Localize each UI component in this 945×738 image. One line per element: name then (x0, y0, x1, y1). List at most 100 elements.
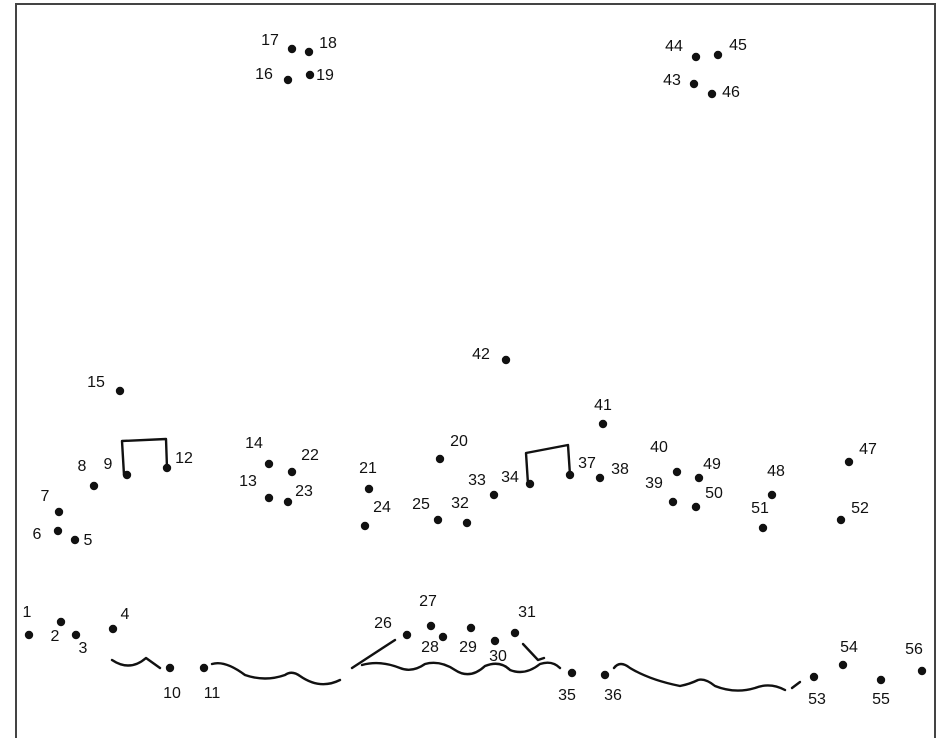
dot (691, 52, 701, 62)
dot-label: 25 (412, 496, 430, 513)
dot-label: 31 (518, 604, 536, 621)
dot-label: 2 (51, 628, 60, 645)
dot-label: 49 (703, 456, 721, 473)
dot-label: 43 (663, 72, 681, 89)
dot (838, 660, 848, 670)
dot-label: 21 (359, 460, 377, 477)
dot (360, 521, 370, 531)
dot (565, 470, 575, 480)
drawn-lines (110, 437, 802, 692)
dot-label: 4 (121, 606, 130, 623)
dot-label: 34 (501, 469, 519, 486)
dot (767, 490, 777, 500)
dot (56, 617, 66, 627)
dot (694, 473, 704, 483)
dot-label: 27 (419, 593, 437, 610)
squiggle (360, 661, 562, 676)
dot (600, 670, 610, 680)
dot (305, 70, 315, 80)
bracket-right (524, 443, 572, 486)
dot-label: 35 (558, 687, 576, 704)
dot-label: 33 (468, 472, 486, 489)
squiggle (210, 661, 342, 686)
squiggle (521, 642, 546, 662)
squiggle (110, 656, 162, 670)
dot (264, 459, 274, 469)
dot (304, 47, 314, 57)
dot-label: 54 (840, 639, 858, 656)
dot-label: 16 (255, 66, 273, 83)
bracket-left (120, 437, 169, 477)
dot (758, 523, 768, 533)
dot-label: 41 (594, 397, 612, 414)
dot (165, 663, 175, 673)
dot (689, 79, 699, 89)
dot-label: 44 (665, 38, 683, 55)
dot (713, 50, 723, 60)
dot-label: 30 (489, 648, 507, 665)
dot-label: 5 (84, 532, 93, 549)
dot-label: 32 (451, 495, 469, 512)
dot-label: 28 (421, 639, 439, 656)
dot (489, 490, 499, 500)
dot-label: 42 (472, 346, 490, 363)
dot (283, 75, 293, 85)
dot-label: 19 (316, 67, 334, 84)
dot (283, 497, 293, 507)
dot (462, 518, 472, 528)
dot (668, 497, 678, 507)
dot (264, 493, 274, 503)
dot (707, 89, 717, 99)
dot (501, 355, 511, 365)
dot (435, 454, 445, 464)
dot (438, 632, 448, 642)
dot-label: 24 (373, 499, 391, 516)
dot (672, 467, 682, 477)
dot (691, 502, 701, 512)
dot-label: 9 (104, 456, 113, 473)
dot-label: 17 (261, 32, 279, 49)
dot (122, 470, 132, 480)
dot (54, 507, 64, 517)
dot (876, 675, 886, 685)
dot-label: 23 (295, 483, 313, 500)
dot (115, 386, 125, 396)
dot (199, 663, 209, 673)
dot-label: 29 (459, 639, 477, 656)
dot-label: 50 (705, 485, 723, 502)
dot-label: 15 (87, 374, 105, 391)
dot-label: 11 (204, 685, 221, 702)
dot-label: 36 (604, 687, 622, 704)
dot (426, 621, 436, 631)
dot (525, 479, 535, 489)
dot (71, 630, 81, 640)
dot (364, 484, 374, 494)
frame (15, 3, 936, 738)
dot-label: 38 (611, 461, 629, 478)
dot-label: 14 (245, 435, 263, 452)
dot (53, 526, 63, 536)
dot-label: 37 (578, 455, 596, 472)
dot-label: 1 (23, 604, 32, 621)
dot-label: 51 (751, 500, 769, 517)
dot-label: 55 (872, 691, 890, 708)
dot-label: 7 (41, 488, 50, 505)
dot (89, 481, 99, 491)
dot-label: 6 (33, 526, 42, 543)
dot-label: 10 (163, 685, 181, 702)
squiggle (350, 638, 397, 670)
dot-label: 45 (729, 37, 747, 54)
dot (162, 463, 172, 473)
dot (510, 628, 520, 638)
dot (917, 666, 927, 676)
dot (24, 630, 34, 640)
dot-label: 48 (767, 463, 785, 480)
dot (287, 467, 297, 477)
dot-label: 46 (722, 84, 740, 101)
dot-label: 53 (808, 691, 826, 708)
dot-label: 39 (645, 475, 663, 492)
dot (466, 623, 476, 633)
dot (490, 636, 500, 646)
